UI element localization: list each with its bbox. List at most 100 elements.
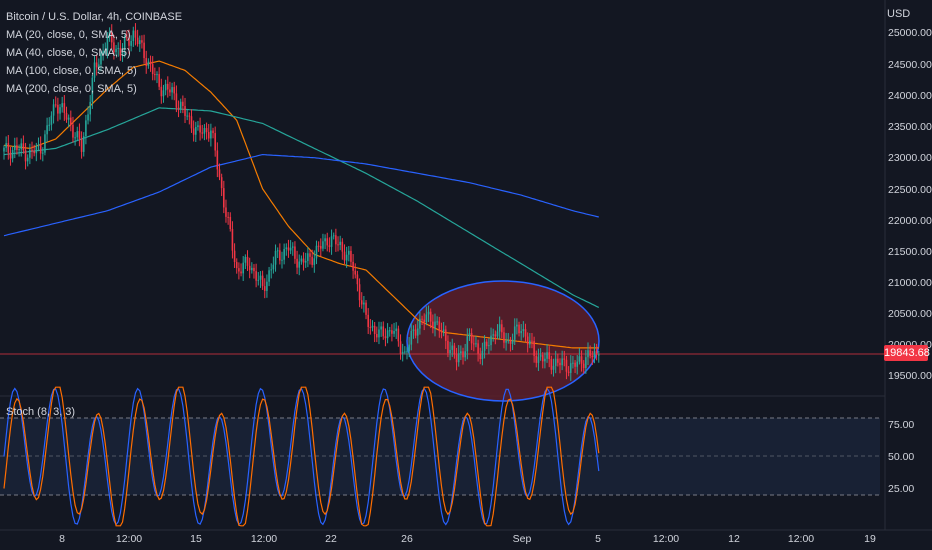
candle-body (567, 371, 570, 373)
candle-body (33, 151, 35, 154)
candle-body (410, 330, 413, 345)
candle-body (225, 207, 227, 217)
time-tick: 12 (728, 533, 740, 545)
candle-body (255, 271, 257, 281)
candle-body (59, 107, 61, 114)
candle-body (496, 331, 499, 337)
candle-body (436, 321, 438, 323)
time-tick: 19 (864, 533, 876, 545)
candle-body (115, 48, 117, 53)
candle-body (287, 247, 290, 251)
candle-body (544, 358, 546, 362)
currency-label[interactable]: USD (887, 8, 911, 20)
candle-body (406, 351, 408, 353)
candle-body (369, 327, 372, 329)
candle-body (138, 40, 141, 45)
candle-body (367, 314, 369, 328)
time-tick: 26 (401, 533, 413, 545)
candle-body (580, 356, 583, 364)
candle-body (378, 329, 380, 338)
candle-body (350, 250, 352, 262)
candle-body (223, 188, 225, 208)
candle-body (572, 362, 574, 364)
candle-body (130, 40, 132, 46)
candle-body (113, 42, 115, 53)
candle-body (257, 279, 260, 281)
candle-body (274, 250, 277, 265)
candle-body (472, 343, 475, 345)
candle-body (9, 152, 12, 159)
candle-body (179, 101, 182, 109)
candle-body (147, 61, 150, 66)
candle-body (235, 262, 238, 269)
indicator-ma100-label[interactable]: MA (100, close, 0, SMA, 5) (6, 65, 137, 77)
candle-body (546, 352, 548, 359)
candle-body (270, 269, 273, 271)
candle-body (419, 318, 421, 329)
candle-body (444, 329, 447, 341)
candle-body (526, 336, 529, 345)
stoch-label[interactable]: Stoch (8, 3, 3) (6, 406, 76, 418)
candle-body (35, 145, 38, 154)
candle-body (244, 256, 247, 263)
candle-body (26, 157, 29, 162)
candle-body (466, 336, 469, 352)
candle-body (18, 149, 20, 151)
candle-body (356, 274, 359, 285)
candle-body (304, 260, 307, 263)
candle-body (597, 354, 600, 356)
highlight-ellipse[interactable] (406, 280, 600, 402)
candle-body (67, 117, 70, 120)
candle-body (313, 258, 316, 265)
candle-body (22, 143, 25, 151)
indicator-ma20-label[interactable]: MA (20, close, 0, SMA, 5) (6, 29, 131, 41)
candle-body (416, 328, 419, 336)
candle-body (358, 284, 361, 301)
candle-body (48, 124, 51, 126)
price-tick: 25000.00 (888, 27, 932, 39)
candle-body (483, 341, 486, 351)
candle-body (173, 87, 176, 94)
candle-body (524, 329, 527, 337)
candle-body (93, 62, 96, 78)
candle-body (565, 359, 568, 372)
candle-body (309, 253, 311, 257)
candle-body (397, 328, 400, 342)
candle-body (5, 143, 7, 148)
symbol-title[interactable]: Bitcoin / U.S. Dollar, 4h, COINBASE (6, 11, 183, 23)
candle-body (513, 326, 516, 340)
candle-body (212, 130, 214, 134)
candle-body (57, 104, 59, 114)
candle-body (541, 355, 544, 362)
candle-body (281, 259, 283, 261)
candle-body (154, 74, 156, 76)
candle-body (470, 333, 473, 344)
time-tick: 12:00 (653, 533, 679, 545)
candle-body (401, 351, 404, 354)
candle-body (468, 333, 471, 337)
candle-body (216, 150, 219, 170)
candle-body (102, 50, 104, 54)
candle-body (149, 61, 152, 65)
indicator-ma40-label[interactable]: MA (40, close, 0, SMA, 5) (6, 47, 131, 59)
indicator-ma200-label[interactable]: MA (200, close, 0, SMA, 5) (6, 83, 137, 95)
candle-body (449, 349, 451, 354)
candle-body (481, 350, 484, 360)
candle-body (365, 302, 367, 315)
time-tick: 5 (595, 533, 601, 545)
candle-body (240, 271, 242, 274)
candle-body (72, 124, 74, 138)
candle-body (460, 351, 462, 354)
candle-body (110, 31, 113, 43)
candle-body (143, 42, 145, 59)
candle-body (229, 216, 232, 230)
candle-body (522, 329, 525, 332)
candle-body (535, 355, 538, 363)
candle-body (421, 318, 423, 320)
candle-body (20, 143, 23, 150)
price-tick: 24000.00 (888, 90, 932, 102)
candle-body (214, 133, 216, 151)
stoch-tick: 50.00 (888, 451, 914, 463)
candle-body (119, 48, 122, 56)
